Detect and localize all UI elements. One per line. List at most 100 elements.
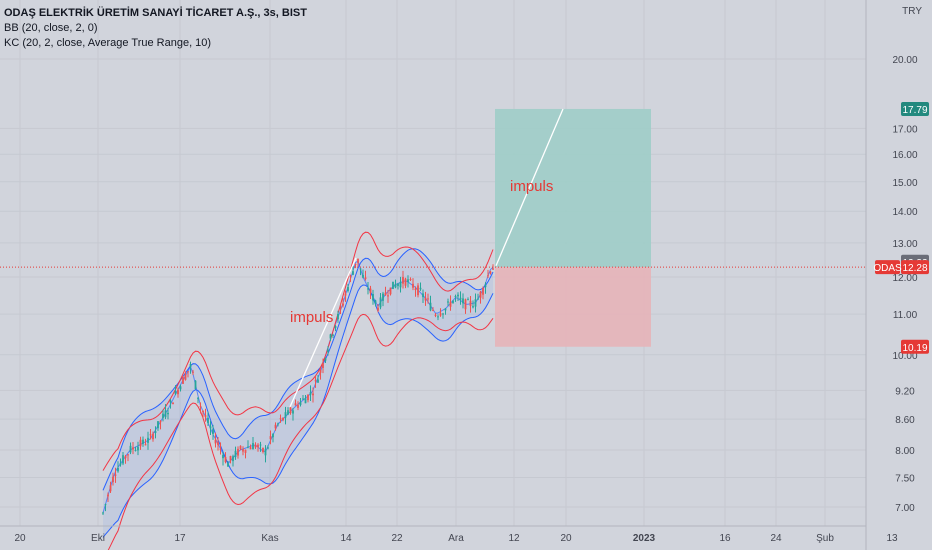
candle-body [179, 386, 182, 390]
impulse-line-2 [495, 108, 564, 267]
candle-body [307, 394, 309, 401]
candle-body [142, 439, 144, 444]
y-tick-label: 7.00 [895, 503, 915, 514]
profit-zone [495, 108, 651, 268]
y-tick-label: 8.60 [895, 415, 915, 426]
candle-body [312, 393, 314, 396]
candle-body [217, 442, 219, 445]
candle-body [152, 433, 154, 440]
annotation-impuls-1: impuls [290, 309, 333, 326]
candle-body [334, 325, 337, 329]
candle-body [167, 412, 169, 415]
candle-body [234, 450, 237, 458]
x-tick-label: 17 [174, 533, 186, 544]
candle-body [472, 306, 474, 308]
candle-body [254, 444, 257, 448]
risk-reward-zones[interactable] [495, 108, 651, 347]
bb-fill [103, 248, 493, 538]
candle-body [487, 275, 489, 277]
drawings[interactable] [0, 108, 866, 408]
candle-body [249, 447, 252, 450]
candle-body [369, 288, 372, 294]
candle-body [159, 420, 162, 423]
price-tag [901, 339, 929, 354]
candle-body [182, 377, 184, 384]
candle-body [304, 398, 307, 404]
y-tick-label: 20.00 [892, 55, 917, 66]
candle-body [274, 424, 277, 429]
candle-body [389, 287, 392, 295]
legend-bb: BB (20, close, 2, 0) [4, 22, 98, 34]
candle-body [137, 446, 139, 451]
candle-body [457, 294, 459, 297]
candle-body [172, 402, 174, 405]
x-tick-label: 20 [560, 533, 572, 544]
candle-body [362, 274, 364, 278]
y-tick-label: 14.00 [892, 207, 917, 218]
candle-body [297, 404, 299, 408]
candle-body [147, 437, 149, 443]
x-tick-label: Ara [448, 533, 464, 544]
candle-body [462, 298, 464, 304]
candle-body [402, 277, 404, 284]
candle-body [357, 258, 359, 263]
candle-body [214, 439, 217, 444]
candle-body [222, 454, 224, 459]
candle-body [169, 400, 172, 403]
candle-body [129, 445, 132, 453]
x-tick-label: 13 [886, 533, 898, 544]
candle-body [232, 456, 234, 462]
candle-body [339, 306, 342, 309]
candle-body [309, 392, 312, 395]
y-tick-label: 17.00 [892, 124, 917, 135]
candle-body [442, 313, 444, 315]
y-tick-label: 15.00 [892, 178, 917, 189]
candle-body [492, 268, 494, 270]
candle-body [109, 485, 112, 492]
candle-body [192, 371, 194, 373]
candle-body [412, 283, 414, 288]
candle-body [197, 397, 199, 399]
candle-body [397, 283, 399, 286]
candle-body [289, 407, 292, 414]
candle-body [122, 455, 124, 464]
candle-body [242, 449, 244, 452]
candle-body [292, 410, 294, 414]
candle-body [277, 423, 279, 425]
time-axis[interactable]: 20 Eki 17 Kas 14 22 Ara 12 20 2023 16 24 Şub 13 [0, 525, 898, 544]
candle-body [447, 301, 449, 303]
candle-body [392, 281, 394, 289]
x-tick-label: 16 [719, 533, 731, 544]
candle-body [394, 283, 397, 288]
candle-body [459, 297, 462, 300]
candle-body [382, 293, 384, 301]
candle-body [119, 463, 122, 465]
candle-body [437, 316, 439, 318]
candle-body [239, 445, 242, 450]
candle-body [377, 307, 379, 311]
candle-body [184, 374, 187, 380]
candle-body [107, 494, 109, 497]
candle-body [252, 443, 254, 450]
annotation-impuls-2: impuls [510, 178, 553, 195]
x-tick-label: Eki [91, 533, 105, 544]
candle-body [367, 288, 369, 290]
candle-body [237, 448, 239, 456]
legend-title: ODAŞ ELEKTRİK ÜRETİM SANAYİ TİCARET A.Ş.… [4, 7, 307, 19]
loss-zone [495, 267, 651, 347]
candle-body [354, 263, 357, 265]
price-axis[interactable]: 7.00 7.50 8.00 8.60 9.20 10.00 11.00 12.00 13.00… [865, 0, 932, 550]
y-tick-label: 16.00 [892, 150, 917, 161]
candle-body [434, 314, 437, 316]
candle-body [324, 358, 327, 361]
candle-body [379, 297, 382, 308]
annotations[interactable]: impuls impuls [290, 178, 553, 326]
candle-body [219, 448, 222, 450]
candle-body [272, 434, 274, 438]
candle-body [407, 279, 409, 282]
candle-body [404, 278, 407, 286]
candle-body [284, 412, 287, 418]
candle-body [432, 309, 434, 311]
